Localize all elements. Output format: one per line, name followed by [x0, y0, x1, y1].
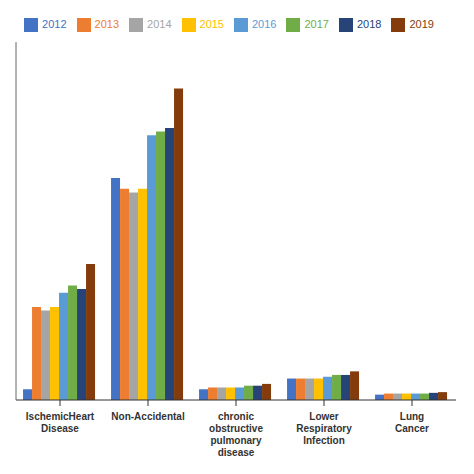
html-text:2018: 2018 [357, 18, 382, 30]
svg-text:Non-Accidental: Non-Accidental [111, 411, 185, 422]
html-text:2019: 2019 [409, 18, 434, 30]
svg-text:IschemicHeartDisease: IschemicHeartDisease [26, 411, 95, 434]
html-text:2014: 2014 [147, 18, 172, 30]
html-text:2012: 2012 [42, 18, 67, 30]
svg-text:LungCancer: LungCancer [395, 411, 429, 434]
svg-text:LowerRespiratoryInfection: LowerRespiratoryInfection [296, 411, 352, 446]
html-text:2013: 2013 [94, 18, 119, 30]
svg-text:chronicobstructivepulmonarydis: chronicobstructivepulmonarydisease [209, 411, 263, 458]
html-text:2015: 2015 [199, 18, 224, 30]
html-text:2017: 2017 [304, 18, 329, 30]
html-text:2016: 2016 [252, 18, 277, 30]
